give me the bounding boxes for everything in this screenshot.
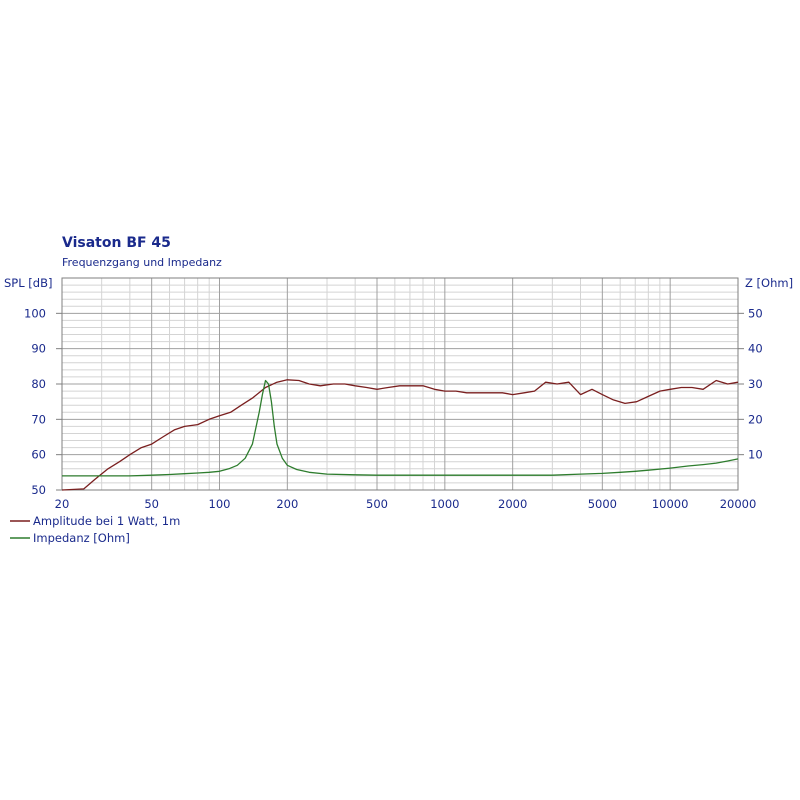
- x-tick-label: 50: [144, 497, 159, 511]
- grid-major: [62, 278, 738, 490]
- legend-label: Amplitude bei 1 Watt, 1m: [33, 514, 180, 528]
- y-tick-label-right: 10: [748, 448, 763, 462]
- y-tick-label-left: 70: [31, 412, 46, 426]
- x-tick-label: 200: [276, 497, 298, 511]
- legend-label: Impedanz [Ohm]: [33, 531, 130, 545]
- chart-subtitle: Frequenzgang und Impedanz: [62, 256, 222, 269]
- y-tick-label-left: 80: [31, 377, 46, 391]
- x-tick-labels: 20 50 100 200 500 1000 2000 5000 10000 20000: [55, 497, 757, 511]
- chart-title: Visaton BF 45: [62, 235, 171, 251]
- y-axis-label-left: SPL [dB]: [4, 276, 52, 290]
- y-tick-label-left: 60: [31, 448, 46, 462]
- x-tick-label: 10000: [652, 497, 689, 511]
- x-tick-label: 20000: [720, 497, 757, 511]
- y-tick-labels-right: 10 20 30 40 50: [738, 306, 763, 462]
- y-tick-label-right: 40: [748, 342, 763, 356]
- x-tick-label: 100: [209, 497, 231, 511]
- y-tick-label-left: 50: [31, 483, 46, 497]
- legend: Amplitude bei 1 Watt, 1m Impedanz [Ohm]: [10, 514, 180, 545]
- y-tick-labels-left: 50 60 70 80 90 100: [24, 306, 62, 497]
- x-tick-label: 5000: [588, 497, 617, 511]
- series-line-amplitude: [61, 379, 739, 491]
- y-tick-label-right: 30: [748, 377, 763, 391]
- y-tick-label-right: 20: [748, 412, 763, 426]
- y-tick-label-left: 100: [24, 306, 46, 320]
- x-tick-label: 1000: [430, 497, 459, 511]
- y-axis-label-right: Z [Ohm]: [745, 276, 793, 290]
- x-tick-label: 20: [55, 497, 70, 511]
- series-lines: [61, 379, 739, 491]
- y-tick-label-left: 90: [31, 342, 46, 356]
- x-tick-label: 500: [366, 497, 388, 511]
- series-line-impedance: [62, 379, 739, 477]
- y-tick-label-right: 50: [748, 306, 763, 320]
- x-tick-label: 2000: [498, 497, 527, 511]
